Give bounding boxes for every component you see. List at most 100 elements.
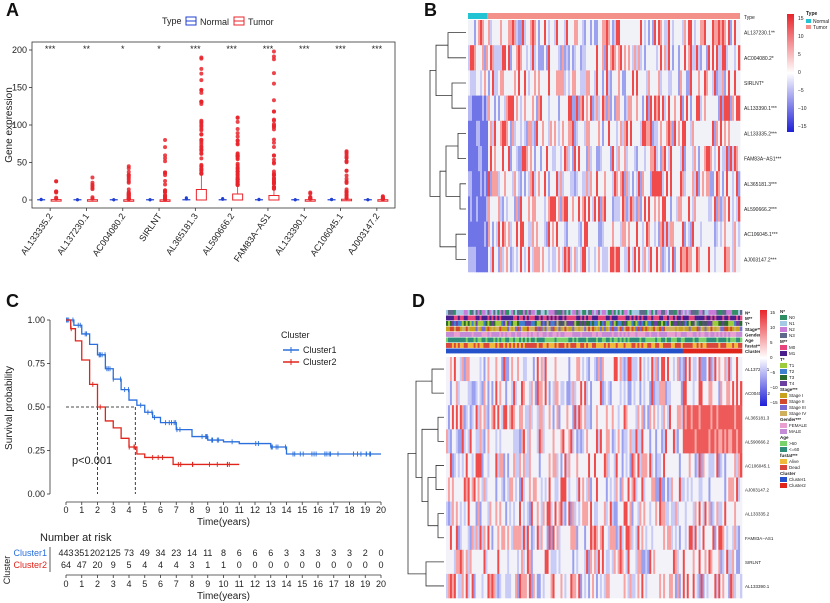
risk-x-tick-label: 2 (95, 579, 100, 589)
heat-cell (548, 453, 551, 478)
annotation-cell (544, 315, 547, 321)
heat-cell (516, 221, 519, 248)
heat-cell (578, 501, 581, 526)
heat-cell (536, 20, 539, 46)
annotation-cell (455, 326, 459, 332)
annotation-cell (566, 348, 569, 354)
annotation-cell (570, 321, 573, 326)
heat-cell (526, 221, 529, 248)
heat-cell (624, 246, 627, 273)
heat-cell (702, 477, 705, 502)
annotation-cell (682, 321, 686, 326)
heat-cell (518, 20, 521, 46)
annotation-cell (568, 332, 571, 337)
panel-d-heatmap: N*M**T*Stage***Gender***Agefustat***Clus… (407, 309, 807, 599)
heat-cell (720, 171, 723, 197)
heat-cell (481, 381, 484, 406)
heat-cell (615, 549, 618, 575)
heat-cell (588, 120, 591, 147)
heat-cell (609, 453, 613, 478)
significance-label: ** (83, 44, 91, 54)
annotation-cell (552, 310, 555, 315)
heat-cell (532, 221, 535, 248)
heat-cell (658, 45, 661, 71)
heat-cell (638, 120, 641, 147)
heat-cell (734, 405, 737, 430)
heat-cell (602, 45, 605, 71)
legend-key (780, 393, 787, 398)
annotation-cell (542, 326, 545, 332)
heat-cell (668, 146, 671, 172)
category-group: **AL137230.1 (55, 44, 98, 257)
heat-cell (716, 70, 719, 96)
heat-cell (502, 95, 505, 122)
annotation-cell (599, 343, 603, 348)
heat-cell (674, 196, 677, 222)
annotation-cell (678, 343, 682, 348)
heat-cell (499, 381, 502, 406)
heat-cell (688, 405, 691, 430)
heat-cell (508, 20, 511, 46)
heat-cell (716, 45, 719, 71)
heat-cell (678, 453, 682, 478)
heat-cell (546, 95, 549, 122)
heat-cell (678, 381, 682, 406)
heat-cell (560, 525, 563, 551)
heat-cell (623, 429, 626, 454)
heat-cell (670, 196, 673, 222)
annotation-cell (609, 321, 613, 326)
heat-cell (586, 357, 589, 382)
heat-cell (672, 477, 676, 502)
annotation-cell (603, 332, 607, 337)
heat-cell (511, 381, 514, 406)
heat-cell (509, 381, 512, 406)
heat-cell (540, 45, 543, 71)
annotation-cell (702, 326, 705, 332)
heat-cell (666, 246, 669, 273)
annotation-cell (595, 332, 599, 337)
heat-cell (702, 429, 705, 454)
heat-cell (668, 429, 672, 454)
heat-cell (738, 381, 741, 406)
annotation-cell (455, 337, 459, 343)
annotation-cell (615, 321, 618, 326)
heat-cell (590, 120, 593, 147)
heat-cell (680, 357, 684, 382)
heat-cell (728, 525, 731, 551)
heat-cell (492, 196, 495, 222)
heat-cell (562, 45, 565, 71)
heat-cell (648, 70, 651, 96)
heat-cell (502, 120, 505, 147)
annotation-cell (519, 326, 522, 332)
heat-cell (517, 525, 520, 551)
heat-cell (720, 357, 723, 382)
heat-cell (542, 95, 545, 122)
heat-cell (558, 357, 561, 382)
annotation-cell (544, 343, 547, 348)
annotation-cell (698, 332, 701, 337)
tumor-outlier (344, 179, 349, 184)
heat-cell (498, 196, 501, 222)
annotation-cell (706, 310, 709, 315)
risk-value: 0 (268, 560, 273, 570)
heat-cell (453, 501, 457, 526)
heat-cell (736, 45, 739, 71)
annotation-cell (601, 348, 605, 354)
heat-cell (501, 573, 504, 599)
annotation-cell (552, 337, 555, 343)
x-tick-label: 4 (126, 505, 131, 515)
annotation-cell (447, 343, 451, 348)
heat-cell (629, 405, 632, 430)
dendro-branch (437, 416, 444, 442)
heat-cell (484, 246, 487, 273)
annotation-cell (698, 337, 701, 343)
heat-cell (503, 405, 506, 430)
heat-cell (629, 381, 632, 406)
heat-cell (604, 196, 607, 222)
annotation-cell (670, 337, 674, 343)
heat-cell (536, 196, 539, 222)
heat-cell (560, 221, 563, 248)
risk-x-tick-label: 9 (205, 579, 210, 589)
heat-cell (556, 549, 559, 575)
heat-cell (692, 405, 695, 430)
